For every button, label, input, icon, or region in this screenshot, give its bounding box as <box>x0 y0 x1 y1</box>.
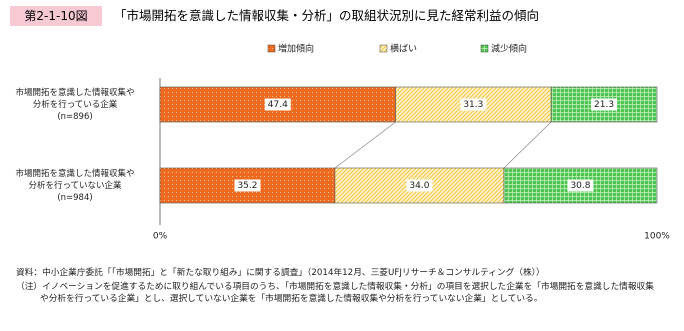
connector-line <box>503 121 552 169</box>
category-label: 市場開拓を意識した情報収集や 分析を行っている企業 (n=896) <box>15 87 135 122</box>
value-label-bg <box>591 98 618 111</box>
value-label: 31.3 <box>463 100 483 110</box>
value-label-bg <box>567 179 594 192</box>
legend-label: 減少傾向 <box>491 43 527 55</box>
value-label-bg <box>264 98 291 111</box>
x-tick-label: 100% <box>644 232 670 242</box>
value-label-bg <box>460 98 487 111</box>
value-label: 30.8 <box>570 181 590 191</box>
legend-swatch <box>480 44 489 53</box>
value-label: 47.4 <box>268 100 288 110</box>
value-label: 35.2 <box>237 181 257 191</box>
value-label: 34.0 <box>409 181 429 191</box>
value-label: 21.3 <box>594 100 614 110</box>
legend-swatch <box>267 44 276 53</box>
footnote: （注）イノベーションを促進するために取り組んでいる項目のうち、「市場開拓を意識し… <box>16 282 654 304</box>
chart-title: 「市場開拓を意識した情報収集・分析」の取組状況別に見た経常利益の傾向 <box>114 8 540 23</box>
legend-label: 横ばい <box>390 43 417 55</box>
category-label: 市場開拓を意識した情報収集や 分析を行っていない企業 (n=984) <box>15 168 135 203</box>
connector-line <box>334 121 396 169</box>
value-label-bg <box>406 179 433 192</box>
x-tick-label: 0% <box>153 232 168 242</box>
legend-swatch <box>379 44 388 53</box>
legend-label: 増加傾向 <box>278 43 314 55</box>
source-note: 資料：中小企業庁委託「「市場開拓」と「新たな取り組み」に関する調査」（2014年… <box>16 268 545 278</box>
value-label-bg <box>234 179 261 192</box>
figure-number: 第2-1-10図 <box>10 6 102 26</box>
